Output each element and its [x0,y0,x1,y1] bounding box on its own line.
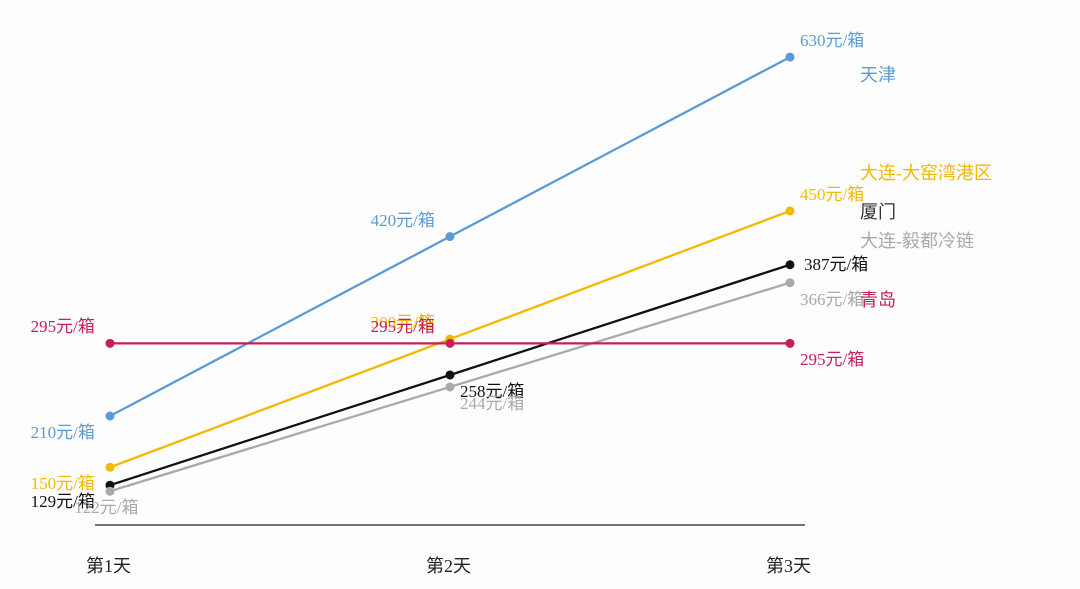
legend-label: 青岛 [860,291,896,309]
value-label: 420元/箱 [371,212,435,229]
legend-label: 厦门 [860,203,896,221]
value-label: 295元/箱 [800,351,864,368]
series-marker [106,463,115,472]
series-marker [106,487,115,496]
x-axis-tick: 第3天 [766,552,811,578]
chart-svg [0,0,1080,589]
x-axis-tick: 第2天 [426,552,471,578]
series-marker [446,370,455,379]
line-chart: 第1天第2天第3天210元/箱420元/箱630元/箱150元/箱300元/箱4… [0,0,1080,589]
series-marker [786,339,795,348]
series-marker [446,232,455,241]
legend-label: 大连-毅都冷链 [860,232,974,250]
value-label: 295元/箱 [371,318,435,335]
series-marker [786,53,795,62]
value-label: 387元/箱 [804,256,868,273]
value-label: 630元/箱 [800,32,864,49]
value-label: 450元/箱 [800,186,864,203]
value-label: 210元/箱 [31,424,95,441]
series-marker [106,339,115,348]
value-label: 150元/箱 [31,475,95,492]
value-label: 122元/箱 [74,499,138,516]
series-marker [786,206,795,215]
x-axis-tick: 第1天 [86,552,131,578]
series-marker [786,260,795,269]
series-marker [446,382,455,391]
legend-label: 大连-大窑湾港区 [860,164,992,182]
value-label: 366元/箱 [800,291,864,308]
series-marker [446,339,455,348]
legend-label: 天津 [860,66,896,84]
series-marker [106,412,115,421]
value-label: 244元/箱 [460,395,524,412]
value-label: 295元/箱 [31,318,95,335]
series-marker [786,278,795,287]
